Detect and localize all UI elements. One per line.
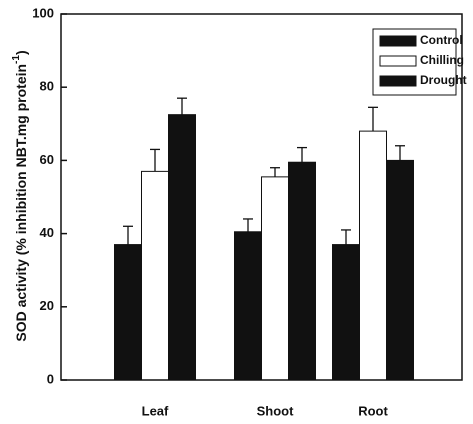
y-tick-label: 0 (47, 371, 54, 386)
y-tick-label: 80 (40, 79, 54, 94)
x-tick-label: Leaf (142, 403, 169, 418)
y-axis-label-superscript: -1 (11, 55, 22, 64)
bar-control-shoot (234, 231, 262, 381)
legend-swatch-drought (379, 75, 417, 87)
legend: Control Chilling Drought (372, 28, 467, 96)
y-axis-label: SOD activity (% inhibition NBT.mg protei… (13, 64, 29, 342)
x-axis-ticks: Leaf Shoot Root (142, 403, 389, 418)
plot-frame (60, 13, 463, 381)
bar-drought-shoot (288, 161, 316, 381)
y-tick-label: 60 (40, 152, 54, 167)
y-tick-label: 20 (40, 298, 54, 313)
bar-drought-root (386, 159, 414, 381)
bar-chilling-shoot (261, 176, 289, 381)
x-tick-label: Root (358, 403, 388, 418)
y-axis-label-close: ) (13, 50, 29, 55)
legend-swatch-control (379, 35, 417, 47)
bar-control-root (332, 244, 360, 381)
y-tick-label: 100 (32, 5, 54, 20)
bar-control-leaf (114, 244, 142, 381)
bar-series (114, 97, 414, 381)
y-tick-label: 40 (40, 225, 54, 240)
legend-label-control: Control (420, 33, 463, 47)
legend-swatch-chilling (379, 55, 417, 67)
bar-drought-leaf (168, 114, 196, 381)
x-tick-label: Shoot (257, 403, 294, 418)
y-axis-title: SOD activity (% inhibition NBT.mg protei… (11, 50, 29, 341)
y-axis-ticks: 0 20 40 60 80 100 (32, 5, 67, 386)
legend-items: Control Chilling Drought (379, 33, 467, 87)
bar-chilling-leaf (141, 170, 169, 381)
legend-label-chilling: Chilling (420, 53, 464, 67)
legend-label-drought: Drought (420, 73, 467, 87)
bar-chilling-root (359, 130, 387, 381)
svg-text:SOD activity (% inhibition NBT: SOD activity (% inhibition NBT.mg protei… (11, 50, 29, 341)
